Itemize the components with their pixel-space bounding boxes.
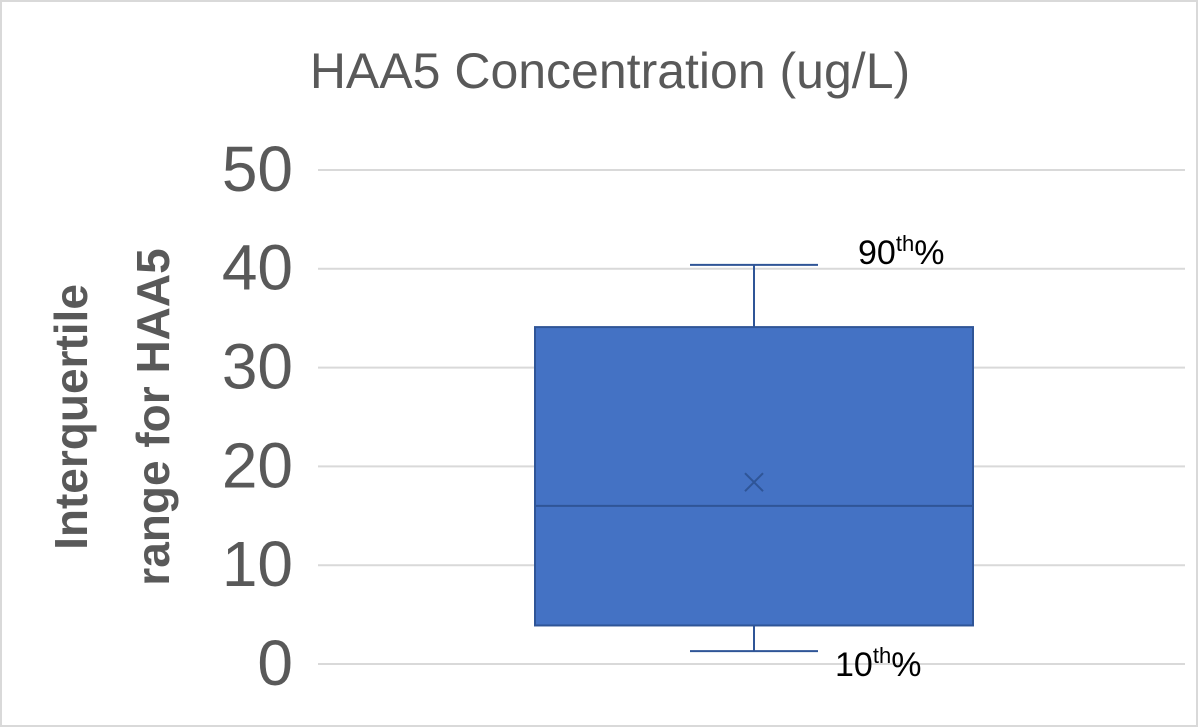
y-tick-label: 30 [222,331,293,403]
annotation-part: % [914,234,944,272]
annotation-superscript: th [873,643,891,668]
box [534,326,974,627]
annotation: 90th% [858,231,944,272]
y-tick-label: 0 [257,627,293,699]
annotation-part: 90 [858,234,896,272]
y-tick-label: 20 [222,429,293,501]
y-axis-label: Interquertile range for HAA5 [45,248,179,585]
y-tick-label: 50 [222,133,293,205]
y-axis-label-line: range for HAA5 [127,248,179,585]
chart-title: HAA5 Concentration (ug/L) [310,43,910,99]
y-tick-label: 10 [222,528,293,600]
annotation: 10th% [835,643,921,684]
y-axis-label-line: Interquertile [45,284,97,550]
y-tick-label: 40 [222,232,293,304]
annotation-superscript: th [896,231,914,256]
annotation-part: 10 [835,646,873,684]
annotation-part: % [891,646,921,684]
mean-marker [744,472,764,492]
